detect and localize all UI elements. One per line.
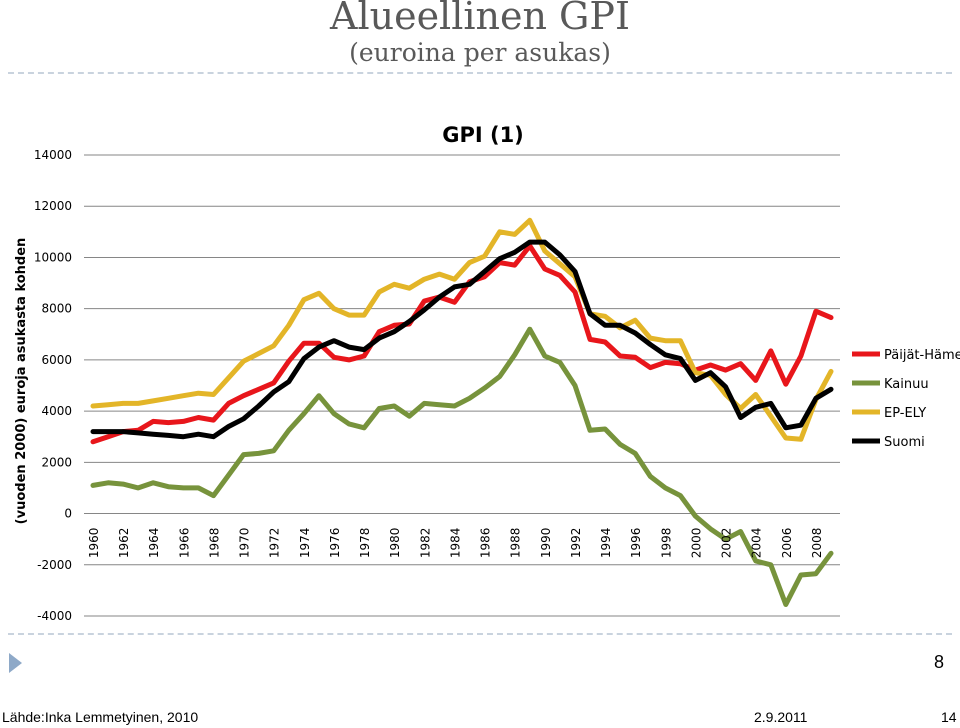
x-tick-label: 1976: [328, 528, 342, 559]
x-axis-ticks: 1960 1962 1964 1966 1968 1970 1972 1974 1976 1978…: [87, 528, 824, 559]
x-tick-label: 1996: [629, 528, 643, 559]
x-tick-label: 1968: [207, 528, 221, 559]
title-divider: [8, 72, 952, 74]
legend: Päijät-Häme Kainuu EP-ELY Suomi: [852, 348, 960, 450]
x-tick-label: 2002: [720, 528, 734, 559]
gridlines: [84, 154, 840, 617]
legend-label: Kainuu: [884, 377, 929, 392]
series-line-2: [90, 217, 834, 442]
x-tick-label: 1970: [238, 528, 252, 559]
series-lines: [90, 217, 834, 607]
x-tick-label: 1980: [388, 528, 402, 559]
x-tick-label: 1986: [479, 528, 493, 559]
footer-divider: [8, 633, 952, 635]
y-tick-label: 0: [64, 507, 72, 521]
footer-source: Lähde:Inka Lemmetyinen, 2010: [2, 709, 199, 725]
x-tick-label: 1960: [87, 528, 101, 559]
series-line-1: [90, 326, 834, 607]
legend-label: Suomi: [884, 435, 925, 450]
series-line-0: [90, 243, 834, 445]
slide-number-box: 8: [934, 652, 945, 672]
y-tick-label: 2000: [41, 455, 72, 469]
gpi-line-chart: -4000 -2000 0 2000 4000 6000 8000 10000 12000 140…: [14, 123, 960, 623]
y-tick-label: 4000: [41, 404, 72, 418]
x-tick-label: 2006: [780, 528, 794, 559]
x-tick-label: 1984: [448, 528, 462, 559]
x-tick-label: 1982: [418, 528, 432, 559]
x-tick-label: 1998: [659, 528, 673, 559]
legend-label: Päijät-Häme: [884, 348, 960, 363]
nav-arrow-icon[interactable]: [9, 653, 22, 673]
y-axis-ticks: -4000 -2000 0 2000 4000 6000 8000 10000 12000 140…: [34, 148, 72, 623]
x-tick-label: 1974: [298, 528, 312, 559]
x-tick-label: 1972: [268, 528, 282, 559]
slide-subtitle: (euroina per asukas): [349, 38, 611, 67]
x-tick-label: 1990: [539, 528, 553, 559]
x-tick-label: 1992: [569, 528, 583, 559]
y-tick-label: -4000: [37, 609, 72, 623]
y-axis-label: (vuoden 2000) euroja asukasta kohden: [14, 238, 29, 525]
chart-title: GPI (1): [442, 123, 524, 147]
series-line-3: [90, 239, 834, 440]
x-tick-label: 2004: [750, 528, 764, 559]
y-tick-label: -2000: [37, 558, 72, 572]
y-tick-label: 10000: [34, 250, 72, 264]
x-tick-label: 1988: [509, 528, 523, 559]
x-tick-label: 2000: [689, 528, 703, 559]
y-tick-label: 6000: [41, 353, 72, 367]
y-tick-label: 14000: [34, 148, 72, 162]
slide-title: Alueellinen GPI: [330, 0, 630, 38]
y-tick-label: 12000: [34, 199, 72, 213]
y-tick-label: 8000: [41, 302, 72, 316]
x-tick-label: 1962: [117, 528, 131, 559]
x-tick-label: 1994: [599, 528, 613, 559]
footer-date: 2.9.2011: [754, 709, 808, 725]
x-tick-label: 1964: [147, 528, 161, 559]
x-tick-label: 1966: [177, 528, 191, 559]
legend-label: EP-ELY: [884, 406, 926, 421]
x-tick-label: 2008: [810, 528, 824, 559]
footer-page-number: 14: [941, 709, 957, 725]
x-tick-label: 1978: [358, 528, 372, 559]
